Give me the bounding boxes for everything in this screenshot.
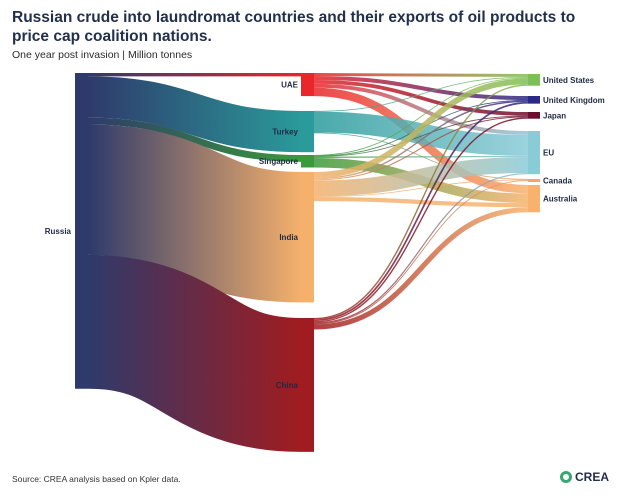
sankey-link-singapore-to-japan bbox=[313, 115, 529, 157]
sankey-link-china-to-japan bbox=[313, 117, 529, 323]
sankey-link-china-to-australia bbox=[313, 207, 529, 330]
sankey-link-china-to-united-kingdom bbox=[313, 101, 529, 322]
sankey-node-australia bbox=[528, 185, 540, 213]
sankey-label-india: India bbox=[279, 233, 298, 242]
crea-logo: CREA bbox=[560, 470, 609, 484]
sankey-node-canada bbox=[528, 179, 540, 182]
labels-layer: Russia UAE Turkey Singapore India China United… bbox=[45, 76, 605, 390]
sankey-label-eu: EU bbox=[543, 149, 554, 158]
sankey-link-uae-to-united-kingdom bbox=[313, 75, 529, 101]
chart-subtitle: One year post invasion | Million tonnes bbox=[12, 49, 193, 61]
sankey-link-russia-to-china bbox=[85, 254, 304, 452]
links-layer bbox=[85, 73, 529, 452]
sankey-link-turkey-to-united-states bbox=[313, 76, 529, 112]
sankey-chart: Russia UAE Turkey Singapore India China United… bbox=[45, 73, 605, 452]
sankey-label-uae: UAE bbox=[281, 81, 299, 90]
crea-logo-text: CREA bbox=[575, 470, 610, 484]
sankey-label-japan: Japan bbox=[543, 111, 566, 120]
sankey-label-united-states: United States bbox=[543, 76, 595, 85]
sankey-node-japan bbox=[528, 112, 540, 119]
sankey-label-singapore: Singapore bbox=[259, 157, 299, 166]
sankey-link-china-to-united-states bbox=[313, 84, 529, 320]
sankey-node-india bbox=[301, 172, 314, 303]
sankey-label-united-kingdom: United Kingdom bbox=[543, 96, 605, 105]
sankey-label-australia: Australia bbox=[543, 195, 578, 204]
sankey-node-uae bbox=[301, 73, 314, 97]
sankey-node-singapore bbox=[301, 155, 314, 168]
sankey-link-china-to-canada bbox=[313, 180, 529, 325]
sankey-label-china: China bbox=[276, 381, 299, 390]
chart-title: Russian crude into laundromat countries … bbox=[12, 9, 576, 45]
sankey-link-india-to-united-states bbox=[313, 78, 529, 178]
sankey-link-russia-to-turkey bbox=[87, 76, 302, 153]
source-note: Source: CREA analysis based on Kpler dat… bbox=[12, 474, 181, 484]
sankey-label-canada: Canada bbox=[543, 177, 572, 186]
sankey-link-singapore-to-eu bbox=[313, 155, 529, 158]
sankey-node-turkey bbox=[301, 111, 314, 153]
sankey-node-eu bbox=[528, 131, 540, 175]
sankey-link-india-to-united-kingdom bbox=[313, 100, 529, 180]
sankey-link-turkey-to-eu bbox=[313, 111, 529, 156]
sankey-link-uae-to-united-states bbox=[313, 73, 529, 77]
nodes-layer bbox=[75, 73, 540, 452]
crea-logo-icon bbox=[560, 471, 572, 483]
sankey-node-russia bbox=[75, 73, 88, 389]
sankey-link-russia-to-india bbox=[86, 124, 303, 303]
sankey-node-united-kingdom bbox=[528, 96, 540, 104]
sankey-link-turkey-to-canada bbox=[313, 132, 529, 180]
sankey-label-russia: Russia bbox=[45, 227, 72, 236]
sankey-link-russia-to-singapore bbox=[87, 117, 302, 162]
sankey-link-india-to-japan bbox=[313, 116, 529, 181]
sankey-link-singapore-to-united-states bbox=[313, 77, 529, 156]
sankey-node-united-states bbox=[528, 74, 540, 86]
sankey-link-india-to-eu bbox=[313, 157, 529, 197]
sankey-label-turkey: Turkey bbox=[272, 128, 298, 137]
sankey-node-china bbox=[301, 318, 314, 452]
sankey-link-uae-to-eu bbox=[313, 83, 529, 135]
sankey-link-china-to-eu bbox=[313, 172, 529, 324]
